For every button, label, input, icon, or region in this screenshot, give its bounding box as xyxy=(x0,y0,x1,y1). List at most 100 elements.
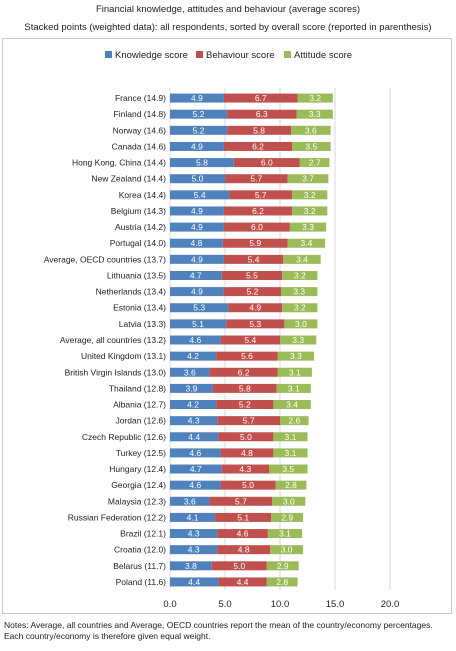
bar-segment xyxy=(229,190,293,200)
data-label: 3.1 xyxy=(285,432,297,442)
bar-segment xyxy=(222,238,288,248)
bar-segment xyxy=(170,319,227,329)
data-label: 3.5 xyxy=(282,464,294,474)
bar-segment xyxy=(170,222,224,232)
category-label: Malaysia (12.3) xyxy=(108,496,166,506)
data-label: 4.7 xyxy=(190,270,202,280)
bar-segment xyxy=(170,416,218,426)
data-label: 5.0 xyxy=(242,480,254,490)
bar-segment xyxy=(280,416,309,426)
data-label: 4.9 xyxy=(191,93,203,103)
data-label: 3.4 xyxy=(286,400,298,410)
bar-segment xyxy=(281,287,318,297)
bar-segment xyxy=(280,335,317,345)
data-label: 5.6 xyxy=(241,351,253,361)
data-label: 2.8 xyxy=(276,577,288,587)
data-label: 4.2 xyxy=(187,400,199,410)
data-label: 4.6 xyxy=(189,335,201,345)
data-label: 6.2 xyxy=(238,367,250,377)
data-label: 5.8 xyxy=(253,125,265,135)
bar-segment xyxy=(282,303,318,313)
category-label: Lithuania (13.5) xyxy=(107,270,166,280)
bar-segment xyxy=(170,270,222,280)
bar-segment xyxy=(296,109,333,119)
bar-segment xyxy=(216,400,274,410)
data-label: 4.9 xyxy=(249,303,261,313)
data-label: 4.9 xyxy=(191,254,203,264)
bar-segment xyxy=(170,158,234,168)
data-label: 5.4 xyxy=(244,335,256,345)
bar-segment xyxy=(283,254,321,264)
bar-segment xyxy=(220,335,280,345)
data-label: 2.7 xyxy=(309,158,321,168)
data-label: 4.8 xyxy=(241,448,253,458)
data-label: 4.9 xyxy=(191,141,203,151)
data-label: 5.2 xyxy=(247,287,259,297)
bar-segment xyxy=(170,383,213,393)
category-label: Croatia (12.0) xyxy=(114,545,166,555)
data-label: 3.2 xyxy=(294,303,306,313)
data-label: 4.1 xyxy=(187,512,199,522)
bar-segment xyxy=(225,174,288,184)
bar-segment xyxy=(273,448,308,458)
bar-segment xyxy=(209,367,278,377)
data-label: 4.9 xyxy=(191,206,203,216)
data-label: 3.3 xyxy=(292,335,304,345)
bar-segment xyxy=(289,222,327,232)
data-label: 4.8 xyxy=(190,238,202,248)
data-label: 3.3 xyxy=(293,287,305,297)
data-label: 3.1 xyxy=(279,529,291,539)
bar-segment xyxy=(170,287,224,297)
bar-segment xyxy=(273,400,311,410)
data-label: 3.0 xyxy=(281,545,293,555)
category-label: Poland (11.6) xyxy=(116,577,167,587)
data-label: 6.2 xyxy=(252,206,264,216)
data-label: 3.0 xyxy=(283,496,295,506)
chart-frame xyxy=(2,38,452,614)
data-label: 3.0 xyxy=(295,319,307,329)
bar-segment xyxy=(276,383,311,393)
bar-segment xyxy=(170,190,230,200)
bar-segment xyxy=(170,448,221,458)
category-label: Average, all countries (13.2) xyxy=(60,335,166,345)
category-label: Norway (14.6) xyxy=(113,125,167,135)
bar-segment xyxy=(212,383,277,393)
data-label: 4.4 xyxy=(188,577,200,587)
data-label: 5.7 xyxy=(243,416,255,426)
category-label: Georgia (12.4) xyxy=(111,480,166,490)
data-label: 4.8 xyxy=(238,545,250,555)
data-label: 5.7 xyxy=(235,496,247,506)
legend-swatch xyxy=(105,51,112,58)
bar-segment xyxy=(292,206,328,216)
data-label: 3.3 xyxy=(302,222,314,232)
bar-segment xyxy=(170,109,228,119)
bar-segment xyxy=(218,577,267,587)
bar-segment xyxy=(217,416,280,426)
data-label: 5.4 xyxy=(194,190,206,200)
data-label: 6.7 xyxy=(255,93,267,103)
category-label: Belgium (14.3) xyxy=(111,206,166,216)
bar-segment xyxy=(170,254,224,264)
data-label: 6.0 xyxy=(251,222,263,232)
bar-segment xyxy=(217,529,268,539)
bar-segment xyxy=(272,496,306,506)
bar-segment xyxy=(170,125,228,135)
bar-segment xyxy=(209,496,273,506)
bar-segment xyxy=(170,141,224,151)
category-label: Hong Kong, China (14.4) xyxy=(72,158,166,168)
data-label: 5.8 xyxy=(239,383,251,393)
data-label: 3.1 xyxy=(289,367,301,377)
legend-label: Knowledge score xyxy=(115,50,188,61)
bar-segment xyxy=(217,545,271,555)
legend-swatch xyxy=(284,51,291,58)
data-label: 3.6 xyxy=(305,125,317,135)
bar-segment xyxy=(170,238,223,248)
bar-segment xyxy=(277,351,315,361)
category-label: Russian Federation (12.2) xyxy=(68,512,166,522)
legend-label: Behaviour score xyxy=(206,50,275,61)
chart-subtitle: Stacked points (weighted data): all resp… xyxy=(24,22,432,33)
data-label: 2.8 xyxy=(285,480,297,490)
bar-segment xyxy=(170,367,210,377)
data-label: 3.2 xyxy=(304,206,316,216)
data-label: 5.7 xyxy=(255,190,267,200)
